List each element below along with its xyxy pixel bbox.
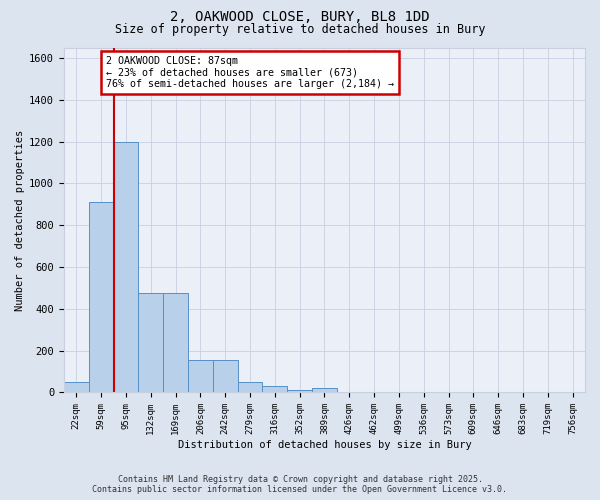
Bar [188, 360, 213, 392]
Bar [262, 386, 287, 392]
Text: 2 OAKWOOD CLOSE: 87sqm
← 23% of detached houses are smaller (673)
76% of semi-de: 2 OAKWOOD CLOSE: 87sqm ← 23% of detached… [106, 56, 394, 90]
Y-axis label: Number of detached properties: Number of detached properties [15, 130, 25, 310]
Bar [64, 382, 89, 392]
Bar [312, 388, 337, 392]
Bar [238, 382, 262, 392]
Bar [287, 390, 312, 392]
Bar [89, 202, 113, 392]
Bar [213, 360, 238, 392]
Text: Size of property relative to detached houses in Bury: Size of property relative to detached ho… [115, 22, 485, 36]
Bar [139, 293, 163, 392]
X-axis label: Distribution of detached houses by size in Bury: Distribution of detached houses by size … [178, 440, 472, 450]
Bar [163, 293, 188, 392]
Bar [113, 142, 139, 392]
Text: 2, OAKWOOD CLOSE, BURY, BL8 1DD: 2, OAKWOOD CLOSE, BURY, BL8 1DD [170, 10, 430, 24]
Text: Contains HM Land Registry data © Crown copyright and database right 2025.
Contai: Contains HM Land Registry data © Crown c… [92, 474, 508, 494]
